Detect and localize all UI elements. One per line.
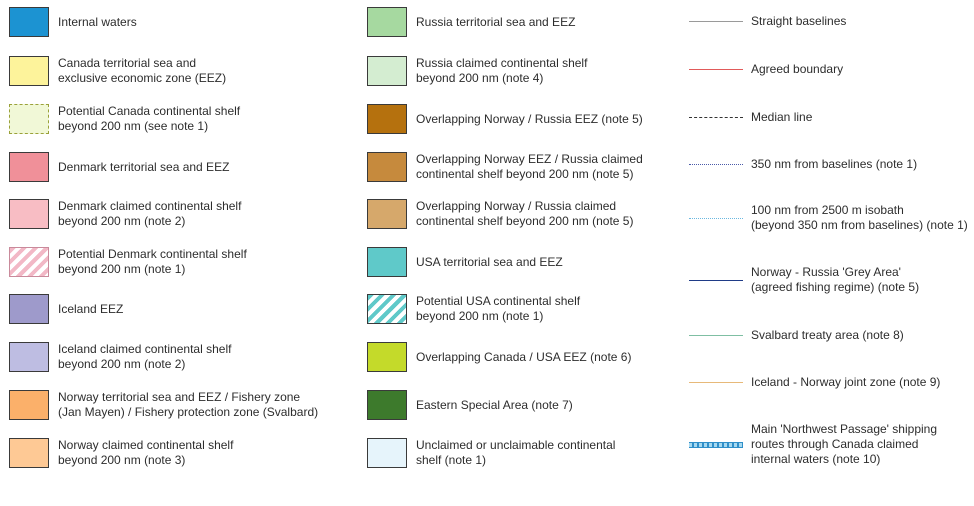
legend-label: Russia territorial sea and EEZ xyxy=(416,14,576,29)
legend-item-canada-potential-shelf: Potential Canada continental shelf beyond… xyxy=(9,104,240,134)
legend-label: Iceland EEZ xyxy=(58,301,124,316)
legend-label: Iceland claimed continental shelf beyond … xyxy=(58,342,232,371)
legend-label: Unclaimed or unclaimable continental shel… xyxy=(416,438,616,467)
legend-label: Straight baselines xyxy=(751,14,847,28)
grey-area-line-icon xyxy=(689,279,743,281)
legend-label: USA territorial sea and EEZ xyxy=(416,254,563,269)
northwest-passage-line-icon xyxy=(689,441,743,448)
legend-label: Internal waters xyxy=(58,14,137,29)
russia-eez-swatch-icon xyxy=(367,7,407,37)
legend-item-eastern-special-area: Eastern Special Area (note 7) xyxy=(367,390,573,420)
canada-potential-shelf-swatch-icon xyxy=(9,104,49,134)
eastern-special-area-swatch-icon xyxy=(367,390,407,420)
legend-label: Iceland - Norway joint zone (note 9) xyxy=(751,375,941,389)
legend-item-denmark-potential-shelf: Potential Denmark continental shelf beyon… xyxy=(9,247,247,277)
legend-item-iceland-claimed-shelf: Iceland claimed continental shelf beyond … xyxy=(9,342,231,372)
legend-label: Median line xyxy=(751,110,813,124)
legend-label: Overlapping Canada / USA EEZ (note 6) xyxy=(416,349,632,364)
legend-label: Overlapping Norway EEZ / Russia claimed c… xyxy=(416,152,643,181)
legend-item-unclaimed-shelf: Unclaimed or unclaimable continental shel… xyxy=(367,438,615,468)
legend-item-overlap-canada-usa: Overlapping Canada / USA EEZ (note 6) xyxy=(367,342,631,372)
legend-item-straight-baselines: Straight baselines xyxy=(689,14,846,29)
legend-label: Eastern Special Area (note 7) xyxy=(416,397,573,412)
straight-baselines-line-icon xyxy=(689,21,743,22)
legend-label: Overlapping Norway / Russia EEZ (note 5) xyxy=(416,111,643,126)
legend-item-canada-eez: Canada territorial sea and exclusive econ… xyxy=(9,56,226,86)
usa-eez-swatch-icon xyxy=(367,247,407,277)
nm100-isobath-line-icon xyxy=(689,217,743,219)
legend-item-iceland-eez: Iceland EEZ xyxy=(9,294,123,324)
internal-waters-swatch-icon xyxy=(9,7,49,37)
norway-claimed-shelf-swatch-icon xyxy=(9,438,49,468)
legend-label: Norway territorial sea and EEZ / Fishery… xyxy=(58,390,319,419)
legend-item-agreed-boundary: Agreed boundary xyxy=(689,62,843,77)
legend-label: Potential USA continental shelf beyond 20… xyxy=(416,294,581,323)
iceland-claimed-shelf-swatch-icon xyxy=(9,342,49,372)
denmark-eez-swatch-icon xyxy=(9,152,49,182)
legend-label: Denmark territorial sea and EEZ xyxy=(58,159,230,174)
legend-item-overlap-norway-russia-shelf: Overlapping Norway / Russia claimed conti… xyxy=(367,199,633,229)
unclaimed-shelf-swatch-icon xyxy=(367,438,407,468)
legend-label: Canada territorial sea and exclusive econ… xyxy=(58,56,227,85)
legend-item-350nm-baselines: 350 nm from baselines (note 1) xyxy=(689,157,917,172)
legend-label: Norway claimed continental shelf beyond 2… xyxy=(58,438,234,467)
legend-label: Russia claimed continental shelf beyond 2… xyxy=(416,56,588,85)
legend-item-median-line: Median line xyxy=(689,110,812,125)
overlap-norway-russia-eez-swatch-icon xyxy=(367,104,407,134)
legend-item-iceland-norway-joint: Iceland - Norway joint zone (note 9) xyxy=(689,375,940,390)
legend-label: 350 nm from baselines (note 1) xyxy=(751,157,918,171)
legend-item-northwest-passage: Main 'Northwest Passage' shipping routes … xyxy=(689,422,937,467)
legend-label: Norway - Russia 'Grey Area' (agreed fishi… xyxy=(751,265,920,294)
legend-item-overlap-norway-russia-eez: Overlapping Norway / Russia EEZ (note 5) xyxy=(367,104,643,134)
legend-item-norway-claimed-shelf: Norway claimed continental shelf beyond 2… xyxy=(9,438,233,468)
legend-item-usa-potential-shelf: Potential USA continental shelf beyond 20… xyxy=(367,294,580,324)
legend-item-russia-eez: Russia territorial sea and EEZ xyxy=(367,7,575,37)
nm350-baselines-line-icon xyxy=(689,164,743,165)
iceland-eez-swatch-icon xyxy=(9,294,49,324)
russia-claimed-shelf-swatch-icon xyxy=(367,56,407,86)
usa-potential-shelf-swatch-icon xyxy=(367,294,407,324)
legend-label: Main 'Northwest Passage' shipping routes … xyxy=(751,422,938,466)
iceland-norway-joint-line-icon xyxy=(689,382,743,383)
legend-label: Potential Denmark continental shelf beyon… xyxy=(58,247,247,276)
overlap-canada-usa-swatch-icon xyxy=(367,342,407,372)
legend-item-svalbard: Svalbard treaty area (note 8) xyxy=(689,328,904,343)
legend-label: Potential Canada continental shelf beyond… xyxy=(58,104,241,133)
legend-item-100nm-isobath: 100 nm from 2500 m isobath (beyond 350 nm… xyxy=(689,203,968,233)
legend-label: Svalbard treaty area (note 8) xyxy=(751,328,904,342)
agreed-boundary-line-icon xyxy=(689,69,743,70)
legend-item-norway-eez: Norway territorial sea and EEZ / Fishery… xyxy=(9,390,318,420)
legend-item-internal-waters: Internal waters xyxy=(9,7,137,37)
overlap-norway-eez-russia-shelf-swatch-icon xyxy=(367,152,407,182)
legend-item-usa-eez: USA territorial sea and EEZ xyxy=(367,247,563,277)
legend-item-denmark-eez: Denmark territorial sea and EEZ xyxy=(9,152,229,182)
legend-item-denmark-claimed-shelf: Denmark claimed continental shelf beyond … xyxy=(9,199,241,229)
legend-label: Overlapping Norway / Russia claimed conti… xyxy=(416,199,634,228)
legend-label: 100 nm from 2500 m isobath (beyond 350 nm… xyxy=(751,203,968,232)
median-line-icon xyxy=(689,117,743,118)
denmark-potential-shelf-swatch-icon xyxy=(9,247,49,277)
svalbard-line-icon xyxy=(689,335,743,336)
legend-label: Denmark claimed continental shelf beyond … xyxy=(58,199,242,228)
legend-item-grey-area: Norway - Russia 'Grey Area' (agreed fishi… xyxy=(689,265,919,295)
legend-item-overlap-norway-eez-russia-shelf: Overlapping Norway EEZ / Russia claimed c… xyxy=(367,152,643,182)
norway-eez-swatch-icon xyxy=(9,390,49,420)
legend-item-russia-claimed-shelf: Russia claimed continental shelf beyond 2… xyxy=(367,56,587,86)
legend-label: Agreed boundary xyxy=(751,62,844,76)
overlap-norway-russia-shelf-swatch-icon xyxy=(367,199,407,229)
canada-eez-swatch-icon xyxy=(9,56,49,86)
denmark-claimed-shelf-swatch-icon xyxy=(9,199,49,229)
